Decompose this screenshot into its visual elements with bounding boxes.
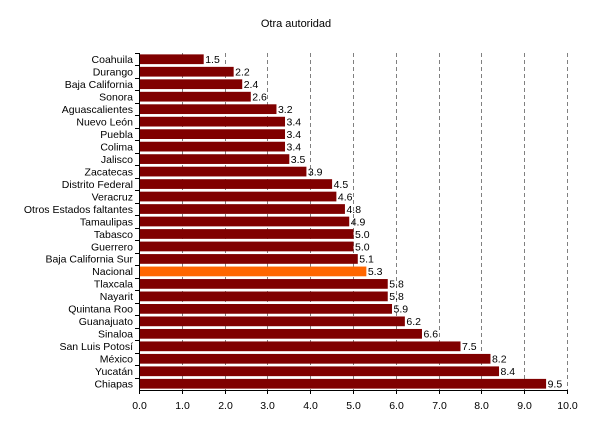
bars (139, 54, 547, 389)
bar (139, 279, 388, 289)
bar (139, 353, 491, 364)
category-label: Nayarit (100, 291, 133, 303)
category-label: México (100, 354, 133, 366)
bar (139, 154, 290, 164)
labels: 0.0 1.0 2.0 3.0 4.0 5.0 6.0 7.0 8.0 9.0 10.0 Coahui… (24, 54, 578, 412)
bar (139, 66, 234, 77)
category-label: Baja California (65, 79, 133, 91)
value-label: 7.5 (462, 341, 477, 353)
category-label: Sonora (99, 91, 133, 103)
bar (139, 216, 350, 227)
value-label: 4.6 (338, 191, 353, 203)
value-label: 3.5 (291, 154, 306, 166)
category-label: Tamaulipas (80, 216, 133, 228)
x-tick-label: 0.0 (132, 400, 147, 412)
x-tick-label: 1.0 (175, 400, 190, 412)
category-label: Jalisco (101, 154, 133, 166)
category-label: Coahuila (92, 54, 134, 66)
bar (139, 266, 367, 277)
value-label: 4.9 (351, 216, 366, 228)
value-label: 5.0 (355, 241, 370, 253)
value-label: 5.8 (389, 291, 404, 303)
category-label: Veracruz (92, 191, 133, 203)
bar (139, 104, 277, 115)
bar (139, 116, 286, 127)
bar (139, 166, 307, 177)
value-label: 3.4 (287, 129, 302, 141)
bar (139, 316, 405, 327)
bar (139, 378, 547, 389)
x-tick-label: 4.0 (303, 400, 318, 412)
bar (139, 129, 286, 139)
value-label: 3.9 (308, 166, 323, 178)
bar (139, 141, 286, 152)
value-label: 8.4 (501, 366, 516, 378)
category-label: Distrito Federal (62, 179, 133, 191)
category-label: Aguascalientes (62, 104, 133, 116)
value-label: 3.2 (278, 104, 293, 116)
value-label: 5.1 (359, 254, 374, 266)
value-label: 9.5 (548, 379, 563, 391)
category-label: San Luis Potosí (59, 341, 133, 353)
bar (139, 328, 422, 339)
value-label: 1.5 (205, 54, 220, 66)
value-label: 5.8 (389, 279, 404, 291)
bar (139, 54, 204, 65)
bar (139, 229, 354, 239)
x-tick-label: 9.0 (517, 400, 532, 412)
bar (139, 254, 358, 264)
bar (139, 304, 393, 314)
category-label: Puebla (100, 129, 133, 141)
value-label: 2.4 (244, 79, 259, 91)
x-tick-label: 3.0 (260, 400, 275, 412)
bar (139, 241, 354, 252)
category-label: Guerrero (91, 241, 133, 253)
category-label: Durango (93, 67, 133, 79)
bar (139, 191, 337, 202)
category-label: Colima (100, 141, 133, 153)
x-tick-label: 2.0 (218, 400, 233, 412)
category-label: Baja California Sur (45, 254, 133, 266)
x-tick-label: 10.0 (557, 400, 578, 412)
category-label: Tlaxcala (94, 279, 133, 291)
category-label: Nacional (92, 266, 133, 278)
bar (139, 366, 500, 377)
value-label: 6.6 (423, 329, 438, 341)
value-label: 4.8 (346, 204, 361, 216)
category-label: Zacatecas (85, 166, 133, 178)
value-label: 5.3 (368, 266, 383, 278)
category-label: Chiapas (94, 379, 133, 391)
value-label: 4.5 (334, 179, 349, 191)
bar (139, 291, 388, 302)
category-label: Tabasco (94, 229, 133, 241)
chart-title: Otra autoridad (261, 18, 331, 30)
bar (139, 91, 251, 102)
value-label: 2.2 (235, 67, 250, 79)
value-label: 5.9 (394, 304, 409, 316)
category-label: Guanajuato (79, 316, 133, 328)
value-label: 8.2 (492, 354, 507, 366)
bar (139, 341, 461, 352)
value-label: 3.4 (287, 116, 302, 128)
x-tick-label: 8.0 (474, 400, 489, 412)
x-tick-label: 7.0 (432, 400, 447, 412)
value-label: 5.0 (355, 229, 370, 241)
bar (139, 79, 243, 90)
axes (135, 53, 568, 394)
value-label: 2.6 (252, 91, 267, 103)
bar (139, 204, 345, 214)
value-label: 6.2 (406, 316, 421, 328)
value-label: 3.4 (287, 141, 302, 153)
category-label: Yucatán (95, 366, 133, 378)
bar (139, 179, 333, 189)
category-label: Nuevo León (76, 116, 133, 128)
x-tick-label: 5.0 (346, 400, 361, 412)
x-tick-label: 6.0 (389, 400, 404, 412)
category-label: Otros Estados faltantes (24, 204, 133, 216)
category-label: Sinaloa (98, 329, 133, 341)
category-label: Quintana Roo (68, 304, 133, 316)
